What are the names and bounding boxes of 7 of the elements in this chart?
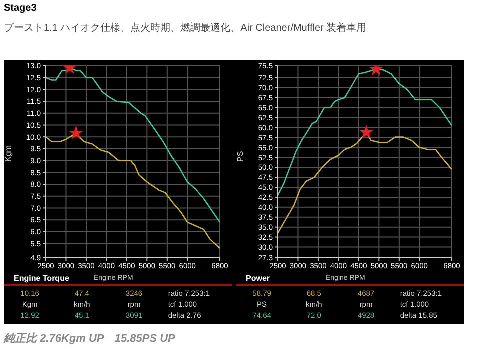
y-axis-title: PS: [236, 151, 245, 162]
text: 純正比 2.76Kgm UP 15.85PS UP: [4, 332, 176, 346]
text: Stage3: [4, 3, 37, 14]
text: Engine Torque: [13, 274, 70, 282]
text: Power: [245, 274, 272, 282]
text: ブースト1.1 ハイオク仕様、点火時期、燃調最適化、Air Cleaner/Muffler 装着車用: [4, 22, 367, 35]
y-axis-title: Kgm: [4, 145, 13, 162]
